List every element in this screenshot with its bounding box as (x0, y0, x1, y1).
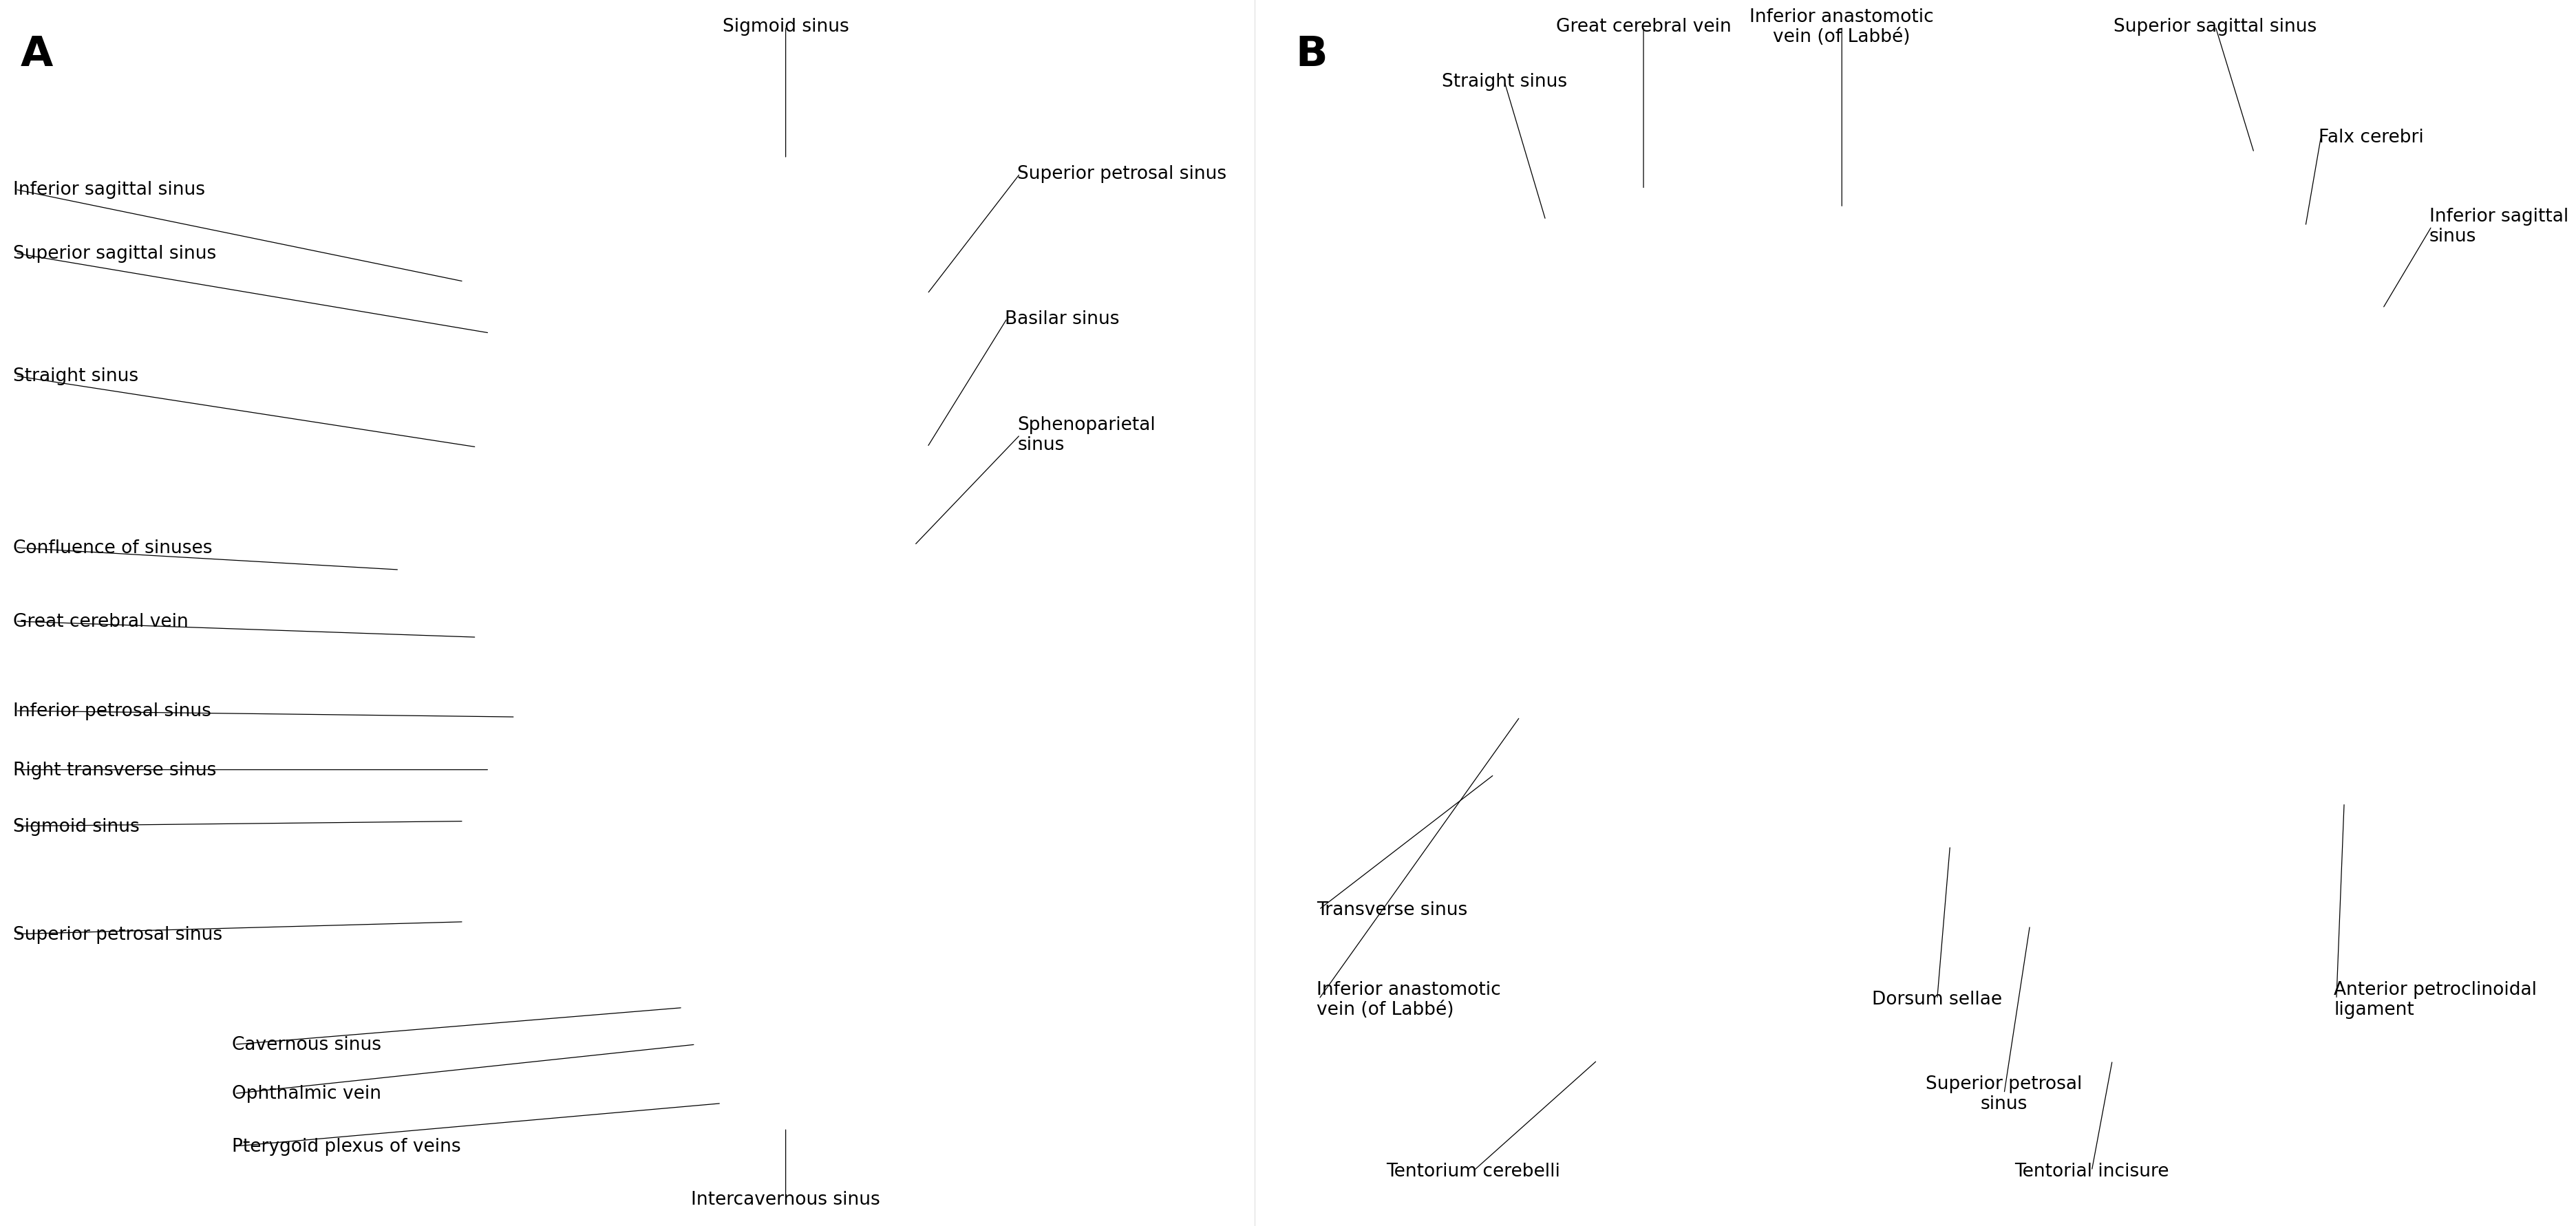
Text: Inferior anastomotic
vein (of Labbé): Inferior anastomotic vein (of Labbé) (1749, 9, 1935, 45)
Text: Right transverse sinus: Right transverse sinus (13, 761, 216, 779)
Text: Tentorial incisure: Tentorial incisure (2014, 1162, 2169, 1179)
Text: Sigmoid sinus: Sigmoid sinus (721, 18, 850, 36)
Text: Straight sinus: Straight sinus (1443, 74, 1566, 91)
Text: Anterior petroclinoidal
ligament: Anterior petroclinoidal ligament (2334, 981, 2537, 1018)
Bar (0, 0, 1224, 1226)
Text: Pterygoid plexus of veins: Pterygoid plexus of veins (232, 1138, 461, 1155)
Text: Superior petrosal
sinus: Superior petrosal sinus (1927, 1075, 2081, 1112)
Text: Inferior petrosal sinus: Inferior petrosal sinus (13, 702, 211, 720)
Text: Inferior sagittal
sinus: Inferior sagittal sinus (2429, 208, 2568, 245)
Text: Intercavernous sinus: Intercavernous sinus (690, 1190, 881, 1208)
Text: Inferior sagittal sinus: Inferior sagittal sinus (13, 181, 206, 199)
Text: B: B (1296, 34, 1327, 75)
Text: Basilar sinus: Basilar sinus (1005, 310, 1118, 327)
Text: Straight sinus: Straight sinus (13, 368, 139, 385)
Text: Great cerebral vein: Great cerebral vein (1556, 18, 1731, 36)
Text: Transverse sinus: Transverse sinus (1316, 901, 1468, 918)
Text: Tentorium cerebelli: Tentorium cerebelli (1386, 1162, 1561, 1179)
Text: Ophthalmic vein: Ophthalmic vein (232, 1085, 381, 1102)
Text: Cavernous sinus: Cavernous sinus (232, 1036, 381, 1053)
Text: Confluence of sinuses: Confluence of sinuses (13, 539, 211, 557)
Text: Sigmoid sinus: Sigmoid sinus (13, 818, 139, 835)
Text: Superior petrosal sinus: Superior petrosal sinus (13, 926, 222, 943)
Bar (1275, 0, 2576, 1226)
Text: Inferior anastomotic
vein (of Labbé): Inferior anastomotic vein (of Labbé) (1316, 981, 1502, 1018)
Text: Superior petrosal sinus: Superior petrosal sinus (1018, 166, 1226, 183)
Text: Dorsum sellae: Dorsum sellae (1873, 991, 2002, 1008)
Text: Sphenoparietal
sinus: Sphenoparietal sinus (1018, 417, 1157, 454)
Text: A: A (21, 34, 54, 75)
Text: Falx cerebri: Falx cerebri (2318, 129, 2424, 146)
Text: Great cerebral vein: Great cerebral vein (13, 613, 188, 630)
Text: Superior sagittal sinus: Superior sagittal sinus (13, 245, 216, 262)
Text: Superior sagittal sinus: Superior sagittal sinus (2115, 18, 2316, 36)
